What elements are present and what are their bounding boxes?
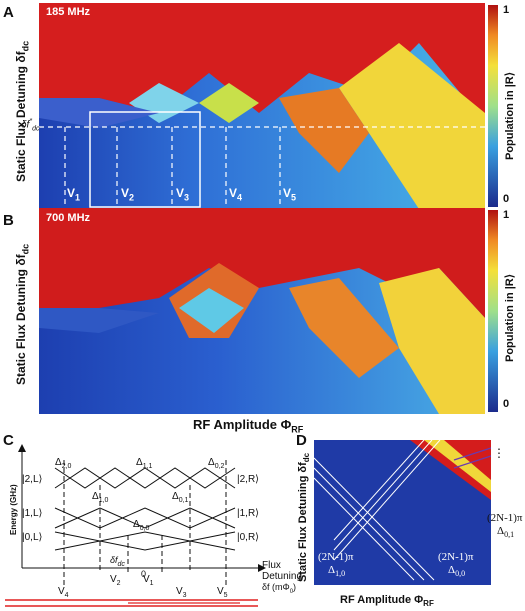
panel-d-annot-00: (2N-1)π Δ0,0 xyxy=(438,551,474,579)
panel-a-colorbar xyxy=(488,5,498,207)
panel-c-v3: V3 xyxy=(176,586,187,599)
panel-a-heatmap xyxy=(39,3,485,209)
panel-a-v5: V5 xyxy=(283,186,297,203)
panel-c-state-0R: |0,R⟩ xyxy=(237,532,260,543)
panel-b-cb-label: Population in |R⟩ xyxy=(504,273,516,362)
panel-c-gap-02: Δ0,2 xyxy=(208,457,225,470)
panel-b-cb-max: 1 xyxy=(503,209,510,221)
panel-c-flux-label: Flux Detuning δf (mΦ0) xyxy=(262,560,303,595)
panel-b-colorbar xyxy=(488,210,498,412)
panel-a-v4: V4 xyxy=(229,186,243,203)
panel-c-state-2R: |2,R⟩ xyxy=(237,474,260,485)
panel-c-state-0L: |0,L⟩ xyxy=(22,532,43,543)
panel-c-v2: V2 xyxy=(110,574,121,587)
panel-a-v1: V1 xyxy=(67,186,81,203)
panel-a-cb-label: Population in |R⟩ xyxy=(504,71,516,160)
panel-b-letter: B xyxy=(3,212,14,229)
panel-c-gap-01: Δ0,1 xyxy=(172,491,189,504)
panel-c-gap-10: Δ1,0 xyxy=(92,491,109,504)
panel-c-state-2L: |2,L⟩ xyxy=(22,474,43,485)
panel-d-ylabel: Static Flux Detuning δfdc xyxy=(297,452,312,582)
panel-c-v1: V1 xyxy=(143,574,154,587)
panel-a-cb-max: 1 xyxy=(503,4,510,16)
panel-d-ellipsis: ⋮ xyxy=(493,446,505,460)
panel-b-ylabel: Static Flux Detuning δfdc xyxy=(14,243,31,385)
panel-a-v2: V2 xyxy=(121,186,135,203)
panel-a-freq: 185 MHz xyxy=(46,6,91,18)
panel-b-xlabel: RF Amplitude ΦRF xyxy=(193,417,304,435)
panel-c-state-1R: |1,R⟩ xyxy=(237,508,260,519)
panel-c-v5: V5 xyxy=(217,586,228,599)
panel-a-v3: V3 xyxy=(176,186,190,203)
panel-c-gap-20: Δ2,0 xyxy=(55,457,72,470)
panel-d-heatmap xyxy=(314,440,491,585)
panel-c-energy-label: Energy (GHz) xyxy=(9,484,18,535)
panel-d-annot-10: (2N-1)π Δ1,0 xyxy=(318,551,354,579)
panel-b-freq: 700 MHz xyxy=(46,212,91,224)
panel-a-ylabel: Static Flux Detuning δfdc xyxy=(14,40,31,182)
panel-d-annot-01: (2N-1)π Δ0,1 xyxy=(487,512,523,540)
panel-a-letter: A xyxy=(3,4,14,21)
panel-b-heatmap xyxy=(39,208,485,414)
panel-c-v4: V4 xyxy=(58,586,69,599)
panel-c-gap-00: Δ0,0 xyxy=(133,519,150,532)
panel-d-xlabel: RF Amplitude ΦRF xyxy=(340,594,434,609)
panel-c-diagram xyxy=(5,444,266,607)
panel-d-letter: D xyxy=(296,432,307,449)
panel-c-letter: C xyxy=(3,432,14,449)
panel-c-state-1L: |1,L⟩ xyxy=(22,508,43,519)
panel-c-gap-11: Δ1,1 xyxy=(136,457,153,470)
panel-c-dc-label: δfdc xyxy=(110,555,125,568)
panel-c-origin: 0 xyxy=(141,569,147,579)
panel-a-cb-min: 0 xyxy=(503,193,510,205)
panel-a-marker-label: δf*dc xyxy=(21,118,40,133)
panel-b-cb-min: 0 xyxy=(503,398,510,410)
